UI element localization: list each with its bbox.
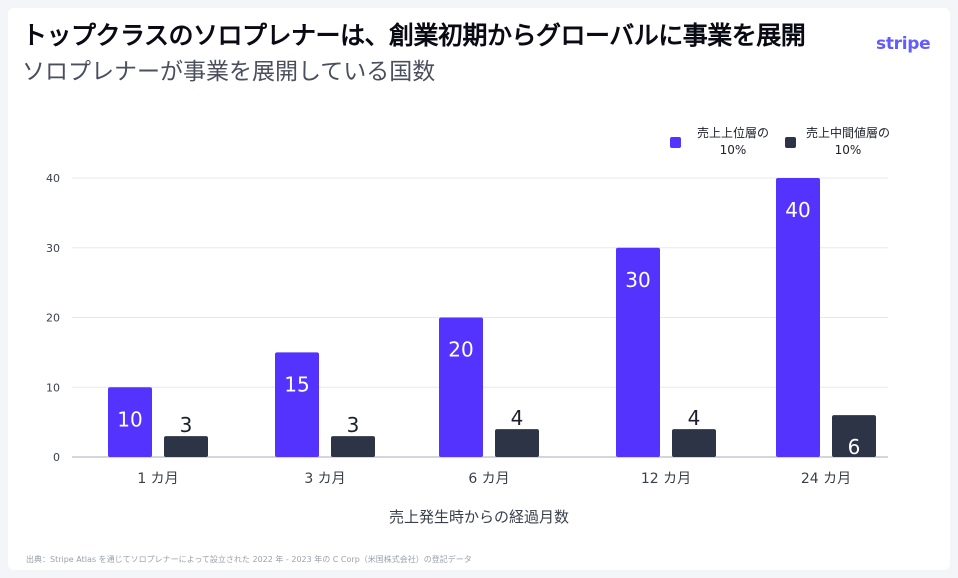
x-tick-label: 12 カ月 xyxy=(641,471,691,487)
data-label: 4 xyxy=(688,406,701,430)
bar-mid10 xyxy=(672,429,716,457)
bar-top10 xyxy=(616,247,660,457)
data-label: 6 xyxy=(848,435,861,459)
legend-swatch-top10 xyxy=(670,137,681,148)
y-tick-label: 20 xyxy=(46,312,60,325)
bar-mid10 xyxy=(832,415,876,457)
y-tick-label: 40 xyxy=(46,172,60,185)
chart-title: トップクラスのソロプレナーは、創業初期からグローバルに事業を展開 xyxy=(22,21,806,50)
y-tick-label: 10 xyxy=(46,381,60,394)
legend-label-mid10: 売上中間値層の 10% xyxy=(805,126,890,157)
data-label: 3 xyxy=(180,413,193,437)
data-label: 15 xyxy=(284,372,309,396)
x-axis-label: 売上発生時からの経過月数 xyxy=(388,508,569,526)
legend-label-top10: 売上上位層の 10% xyxy=(696,126,769,157)
stripe-logo: stripe xyxy=(876,34,931,54)
data-label: 4 xyxy=(511,406,524,430)
y-tick-label: 30 xyxy=(46,242,60,255)
bar-top10 xyxy=(439,317,483,457)
y-tick-label: 0 xyxy=(53,451,60,464)
data-label: 30 xyxy=(625,268,650,292)
bar-mid10 xyxy=(331,436,375,457)
bar-top10 xyxy=(776,178,820,457)
bar-top10 xyxy=(108,387,152,457)
legend-swatch-mid10 xyxy=(785,137,796,148)
data-label: 40 xyxy=(785,198,810,222)
data-label: 10 xyxy=(117,407,142,431)
x-tick-label: 1 カ月 xyxy=(137,471,178,487)
bar-mid10 xyxy=(164,436,208,457)
x-tick-label: 3 カ月 xyxy=(304,471,345,487)
bar-mid10 xyxy=(495,429,539,457)
data-label: 20 xyxy=(448,338,473,362)
x-tick-label: 24 カ月 xyxy=(801,471,851,487)
source-note: 出典：Stripe Atlas を通じてソロプレナーによって設立された 2022… xyxy=(26,555,472,564)
chart-subtitle: ソロプレナーが事業を展開している国数 xyxy=(22,59,436,85)
bar-top10 xyxy=(275,352,319,457)
x-tick-label: 6 カ月 xyxy=(468,471,509,487)
data-label: 3 xyxy=(347,413,360,437)
